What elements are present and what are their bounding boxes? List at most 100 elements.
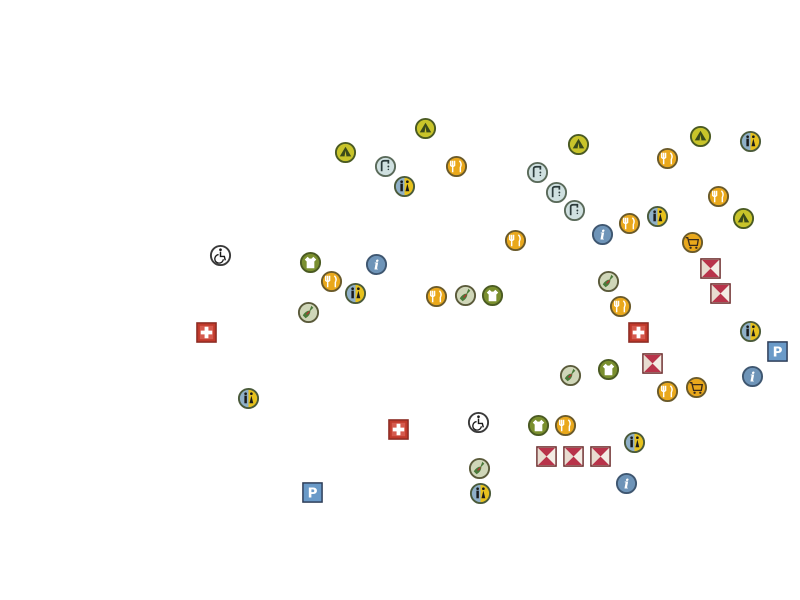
fork-knife-marker[interactable] bbox=[504, 229, 527, 252]
fork-knife-marker[interactable] bbox=[707, 185, 730, 208]
shelter-marker[interactable] bbox=[709, 282, 732, 305]
bottle-icon bbox=[454, 284, 476, 306]
tent-marker[interactable] bbox=[732, 207, 755, 230]
wheelchair-marker[interactable] bbox=[209, 244, 232, 267]
shopping-cart-icon bbox=[681, 231, 703, 253]
toilets-icon bbox=[739, 130, 761, 152]
shelter-marker[interactable] bbox=[589, 445, 612, 468]
fork-knife-icon bbox=[554, 414, 576, 436]
info-icon: i bbox=[591, 223, 613, 245]
first-aid-marker[interactable] bbox=[627, 321, 650, 344]
info-marker[interactable]: i bbox=[741, 365, 764, 388]
fork-knife-marker[interactable] bbox=[445, 155, 468, 178]
wheelchair-icon bbox=[467, 411, 489, 433]
toilets-icon bbox=[469, 482, 491, 504]
tshirt-marker[interactable] bbox=[481, 284, 504, 307]
shelter-icon bbox=[589, 445, 611, 467]
drinking-water-marker[interactable] bbox=[374, 155, 397, 178]
toilets-marker[interactable] bbox=[739, 130, 762, 153]
bottle-marker[interactable] bbox=[597, 270, 620, 293]
fork-knife-icon bbox=[656, 147, 678, 169]
svg-text:P: P bbox=[307, 486, 317, 501]
info-marker[interactable]: i bbox=[615, 472, 638, 495]
fork-knife-marker[interactable] bbox=[656, 380, 679, 403]
tshirt-marker[interactable] bbox=[597, 358, 620, 381]
bottle-marker[interactable] bbox=[297, 301, 320, 324]
fork-knife-icon bbox=[445, 155, 467, 177]
info-marker[interactable]: i bbox=[591, 223, 614, 246]
toilets-marker[interactable] bbox=[739, 320, 762, 343]
drinking-water-marker[interactable] bbox=[545, 181, 568, 204]
shopping-cart-icon bbox=[685, 376, 707, 398]
svg-text:i: i bbox=[623, 476, 628, 492]
fork-knife-marker[interactable] bbox=[656, 147, 679, 170]
info-marker[interactable]: i bbox=[365, 253, 388, 276]
shelter-icon bbox=[709, 282, 731, 304]
svg-text:i: i bbox=[373, 257, 378, 273]
svg-text:P: P bbox=[772, 345, 782, 360]
wheelchair-icon bbox=[209, 244, 231, 266]
toilets-marker[interactable] bbox=[344, 282, 367, 305]
shopping-cart-marker[interactable] bbox=[681, 231, 704, 254]
tent-marker[interactable] bbox=[689, 125, 712, 148]
parking-marker[interactable]: P bbox=[766, 340, 789, 363]
shelter-icon bbox=[562, 445, 584, 467]
drinking-water-marker[interactable] bbox=[563, 199, 586, 222]
info-icon: i bbox=[365, 253, 387, 275]
tent-marker[interactable] bbox=[414, 117, 437, 140]
drinking-water-icon bbox=[563, 199, 585, 221]
fork-knife-marker[interactable] bbox=[618, 212, 641, 235]
parking-icon: P bbox=[766, 340, 788, 362]
wheelchair-marker[interactable] bbox=[467, 411, 490, 434]
fork-knife-icon bbox=[618, 212, 640, 234]
toilets-icon bbox=[344, 282, 366, 304]
fork-knife-marker[interactable] bbox=[609, 295, 632, 318]
drinking-water-icon bbox=[526, 161, 548, 183]
tent-icon bbox=[567, 133, 589, 155]
fork-knife-icon bbox=[656, 380, 678, 402]
fork-knife-marker[interactable] bbox=[425, 285, 448, 308]
drinking-water-icon bbox=[374, 155, 396, 177]
parking-icon: P bbox=[301, 481, 323, 503]
tent-marker[interactable] bbox=[567, 133, 590, 156]
bottle-icon bbox=[297, 301, 319, 323]
shopping-cart-marker[interactable] bbox=[685, 376, 708, 399]
toilets-icon bbox=[739, 320, 761, 342]
shelter-icon bbox=[535, 445, 557, 467]
tshirt-marker[interactable] bbox=[527, 414, 550, 437]
shelter-marker[interactable] bbox=[535, 445, 558, 468]
toilets-icon bbox=[646, 205, 668, 227]
drinking-water-marker[interactable] bbox=[526, 161, 549, 184]
info-icon: i bbox=[615, 472, 637, 494]
fork-knife-marker[interactable] bbox=[554, 414, 577, 437]
bottle-marker[interactable] bbox=[454, 284, 477, 307]
toilets-marker[interactable] bbox=[623, 431, 646, 454]
bottle-icon bbox=[468, 457, 490, 479]
fork-knife-marker[interactable] bbox=[320, 270, 343, 293]
tshirt-icon bbox=[481, 284, 503, 306]
toilets-marker[interactable] bbox=[646, 205, 669, 228]
tent-marker[interactable] bbox=[334, 141, 357, 164]
bottle-icon bbox=[597, 270, 619, 292]
toilets-icon bbox=[237, 387, 259, 409]
shelter-marker[interactable] bbox=[562, 445, 585, 468]
tent-icon bbox=[334, 141, 356, 163]
tshirt-marker[interactable] bbox=[299, 251, 322, 274]
shelter-marker[interactable] bbox=[641, 352, 664, 375]
toilets-marker[interactable] bbox=[393, 175, 416, 198]
tshirt-icon bbox=[527, 414, 549, 436]
parking-marker[interactable]: P bbox=[301, 481, 324, 504]
first-aid-icon bbox=[627, 321, 649, 343]
toilets-marker[interactable] bbox=[237, 387, 260, 410]
first-aid-marker[interactable] bbox=[387, 418, 410, 441]
bottle-icon bbox=[559, 364, 581, 386]
bottle-marker[interactable] bbox=[468, 457, 491, 480]
fork-knife-icon bbox=[320, 270, 342, 292]
shelter-marker[interactable] bbox=[699, 257, 722, 280]
bottle-marker[interactable] bbox=[559, 364, 582, 387]
first-aid-marker[interactable] bbox=[195, 321, 218, 344]
fork-knife-icon bbox=[609, 295, 631, 317]
toilets-marker[interactable] bbox=[469, 482, 492, 505]
toilets-icon bbox=[393, 175, 415, 197]
